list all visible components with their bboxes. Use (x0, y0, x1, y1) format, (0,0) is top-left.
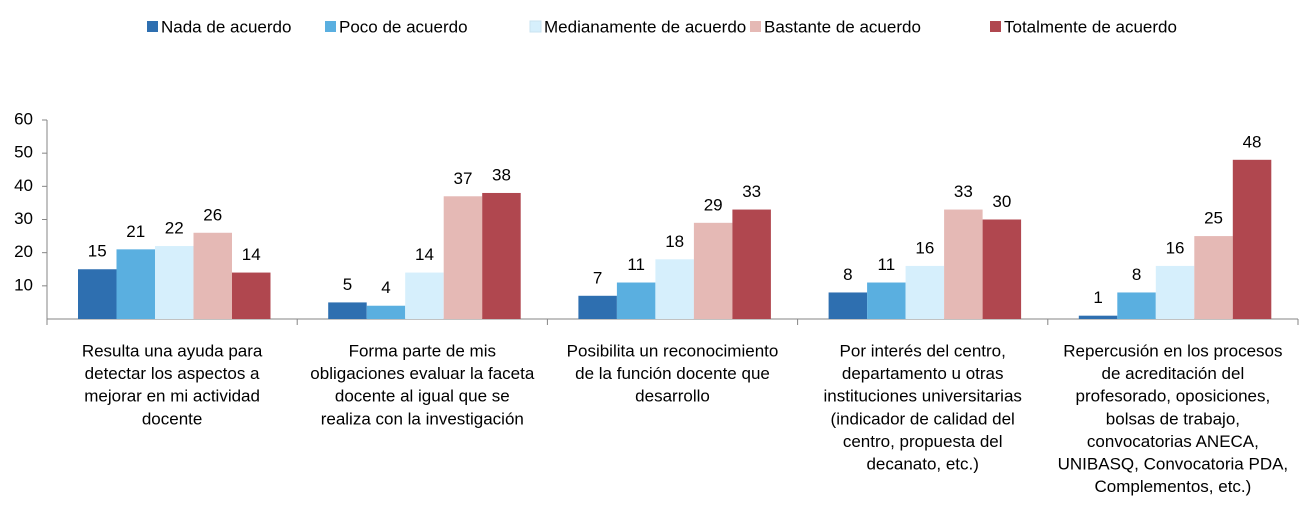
x-tick-label: desarrollo (635, 387, 710, 406)
value-label: 26 (203, 205, 222, 224)
legend-swatch (147, 21, 158, 32)
x-tick-label: UNIBASQ, Convocatoria PDA, (1058, 454, 1289, 473)
value-label: 16 (915, 238, 934, 257)
bar (482, 192, 521, 319)
x-tick-label: detectar los aspectos a (85, 364, 260, 383)
value-label: 11 (627, 255, 645, 274)
x-tick-label: departamento u otras (842, 364, 1004, 383)
x-tick-label: obligaciones evaluar la faceta (310, 364, 535, 383)
bar (616, 282, 656, 319)
bar (155, 246, 194, 319)
x-tick-label: docente al igual que se (335, 387, 510, 406)
legend-swatch (529, 20, 542, 33)
x-tick-label: Resulta una ayuda para (82, 341, 263, 360)
x-tick-label: Complementos, etc.) (1094, 477, 1251, 496)
value-label: 18 (665, 232, 684, 251)
x-tick-label: decanato, etc.) (866, 454, 978, 473)
value-label: 4 (381, 278, 390, 297)
value-label: 15 (88, 242, 107, 261)
x-tick-label: de la función docente que (575, 364, 770, 383)
bar (232, 272, 271, 319)
bar (1232, 159, 1272, 319)
bar (405, 272, 444, 319)
legend-swatch (325, 21, 336, 32)
value-label: 29 (704, 195, 723, 214)
legend-swatch (750, 21, 761, 32)
value-label: 37 (453, 169, 472, 188)
value-label: 21 (126, 222, 145, 241)
value-label: 7 (593, 268, 602, 287)
x-tick-label: Forma parte de mis (349, 341, 496, 360)
bar (732, 209, 771, 319)
bar (116, 249, 155, 319)
bar (366, 305, 406, 319)
value-label: 38 (492, 165, 511, 184)
bar (443, 196, 483, 319)
x-tick-label: realiza con la investigación (321, 409, 524, 428)
bar (1194, 236, 1233, 319)
y-tick-label: 30 (14, 209, 33, 228)
bar (1078, 315, 1118, 319)
x-tick-label: mejorar en mi actividad (84, 387, 260, 406)
x-tick-label: convocatorias ANECA, (1087, 432, 1259, 451)
x-tick-label: centro, propuesta del (843, 432, 1003, 451)
legend-swatch (990, 21, 1001, 32)
value-label: 48 (1243, 132, 1262, 151)
bar (828, 292, 868, 319)
bar (693, 222, 733, 319)
y-tick-label: 20 (14, 242, 33, 261)
value-label: 30 (992, 192, 1011, 211)
value-label: 14 (242, 245, 261, 264)
legend-label: Medianamente de acuerdo (544, 17, 746, 36)
legend-label: Bastante de acuerdo (764, 17, 921, 36)
y-tick-label: 60 (14, 109, 33, 128)
legend-label: Totalmente de acuerdo (1004, 17, 1177, 36)
value-label: 33 (742, 182, 761, 201)
x-tick-label: Por interés del centro, (840, 341, 1006, 360)
bar (578, 295, 617, 319)
bar (1155, 265, 1195, 319)
y-tick-label: 40 (14, 176, 33, 195)
value-label: 33 (954, 182, 973, 201)
y-tick-label: 50 (14, 143, 33, 162)
x-tick-label: de acreditación del (1102, 364, 1245, 383)
x-tick-label: docente (142, 409, 203, 428)
bar (655, 259, 694, 319)
x-tick-label: (indicador de calidad del (831, 409, 1015, 428)
legend-label: Poco de acuerdo (339, 17, 468, 36)
x-tick-label: bolsas de trabajo, (1106, 409, 1240, 428)
value-label: 8 (1132, 265, 1141, 284)
value-label: 11 (878, 255, 896, 274)
bar (867, 282, 906, 319)
bar (982, 219, 1022, 319)
x-tick-label: instituciones universitarias (823, 387, 1021, 406)
x-tick-label: profesorado, oposiciones, (1076, 387, 1271, 406)
value-label: 14 (415, 245, 434, 264)
value-label: 1 (1093, 288, 1102, 307)
x-tick-label: Repercusión en los procesos (1063, 341, 1282, 360)
bar (1117, 292, 1156, 319)
value-label: 16 (1166, 238, 1185, 257)
x-tick-label: Posibilita un reconocimiento (567, 341, 779, 360)
value-label: 25 (1204, 209, 1223, 228)
bar (193, 232, 232, 319)
bar (944, 209, 983, 319)
legend-label: Nada de acuerdo (161, 17, 291, 36)
bar (905, 265, 945, 319)
value-label: 22 (165, 219, 184, 238)
y-tick-label: 10 (14, 275, 33, 294)
value-label: 5 (343, 275, 352, 294)
bar (328, 302, 367, 319)
bar (78, 269, 117, 319)
value-label: 8 (843, 265, 852, 284)
